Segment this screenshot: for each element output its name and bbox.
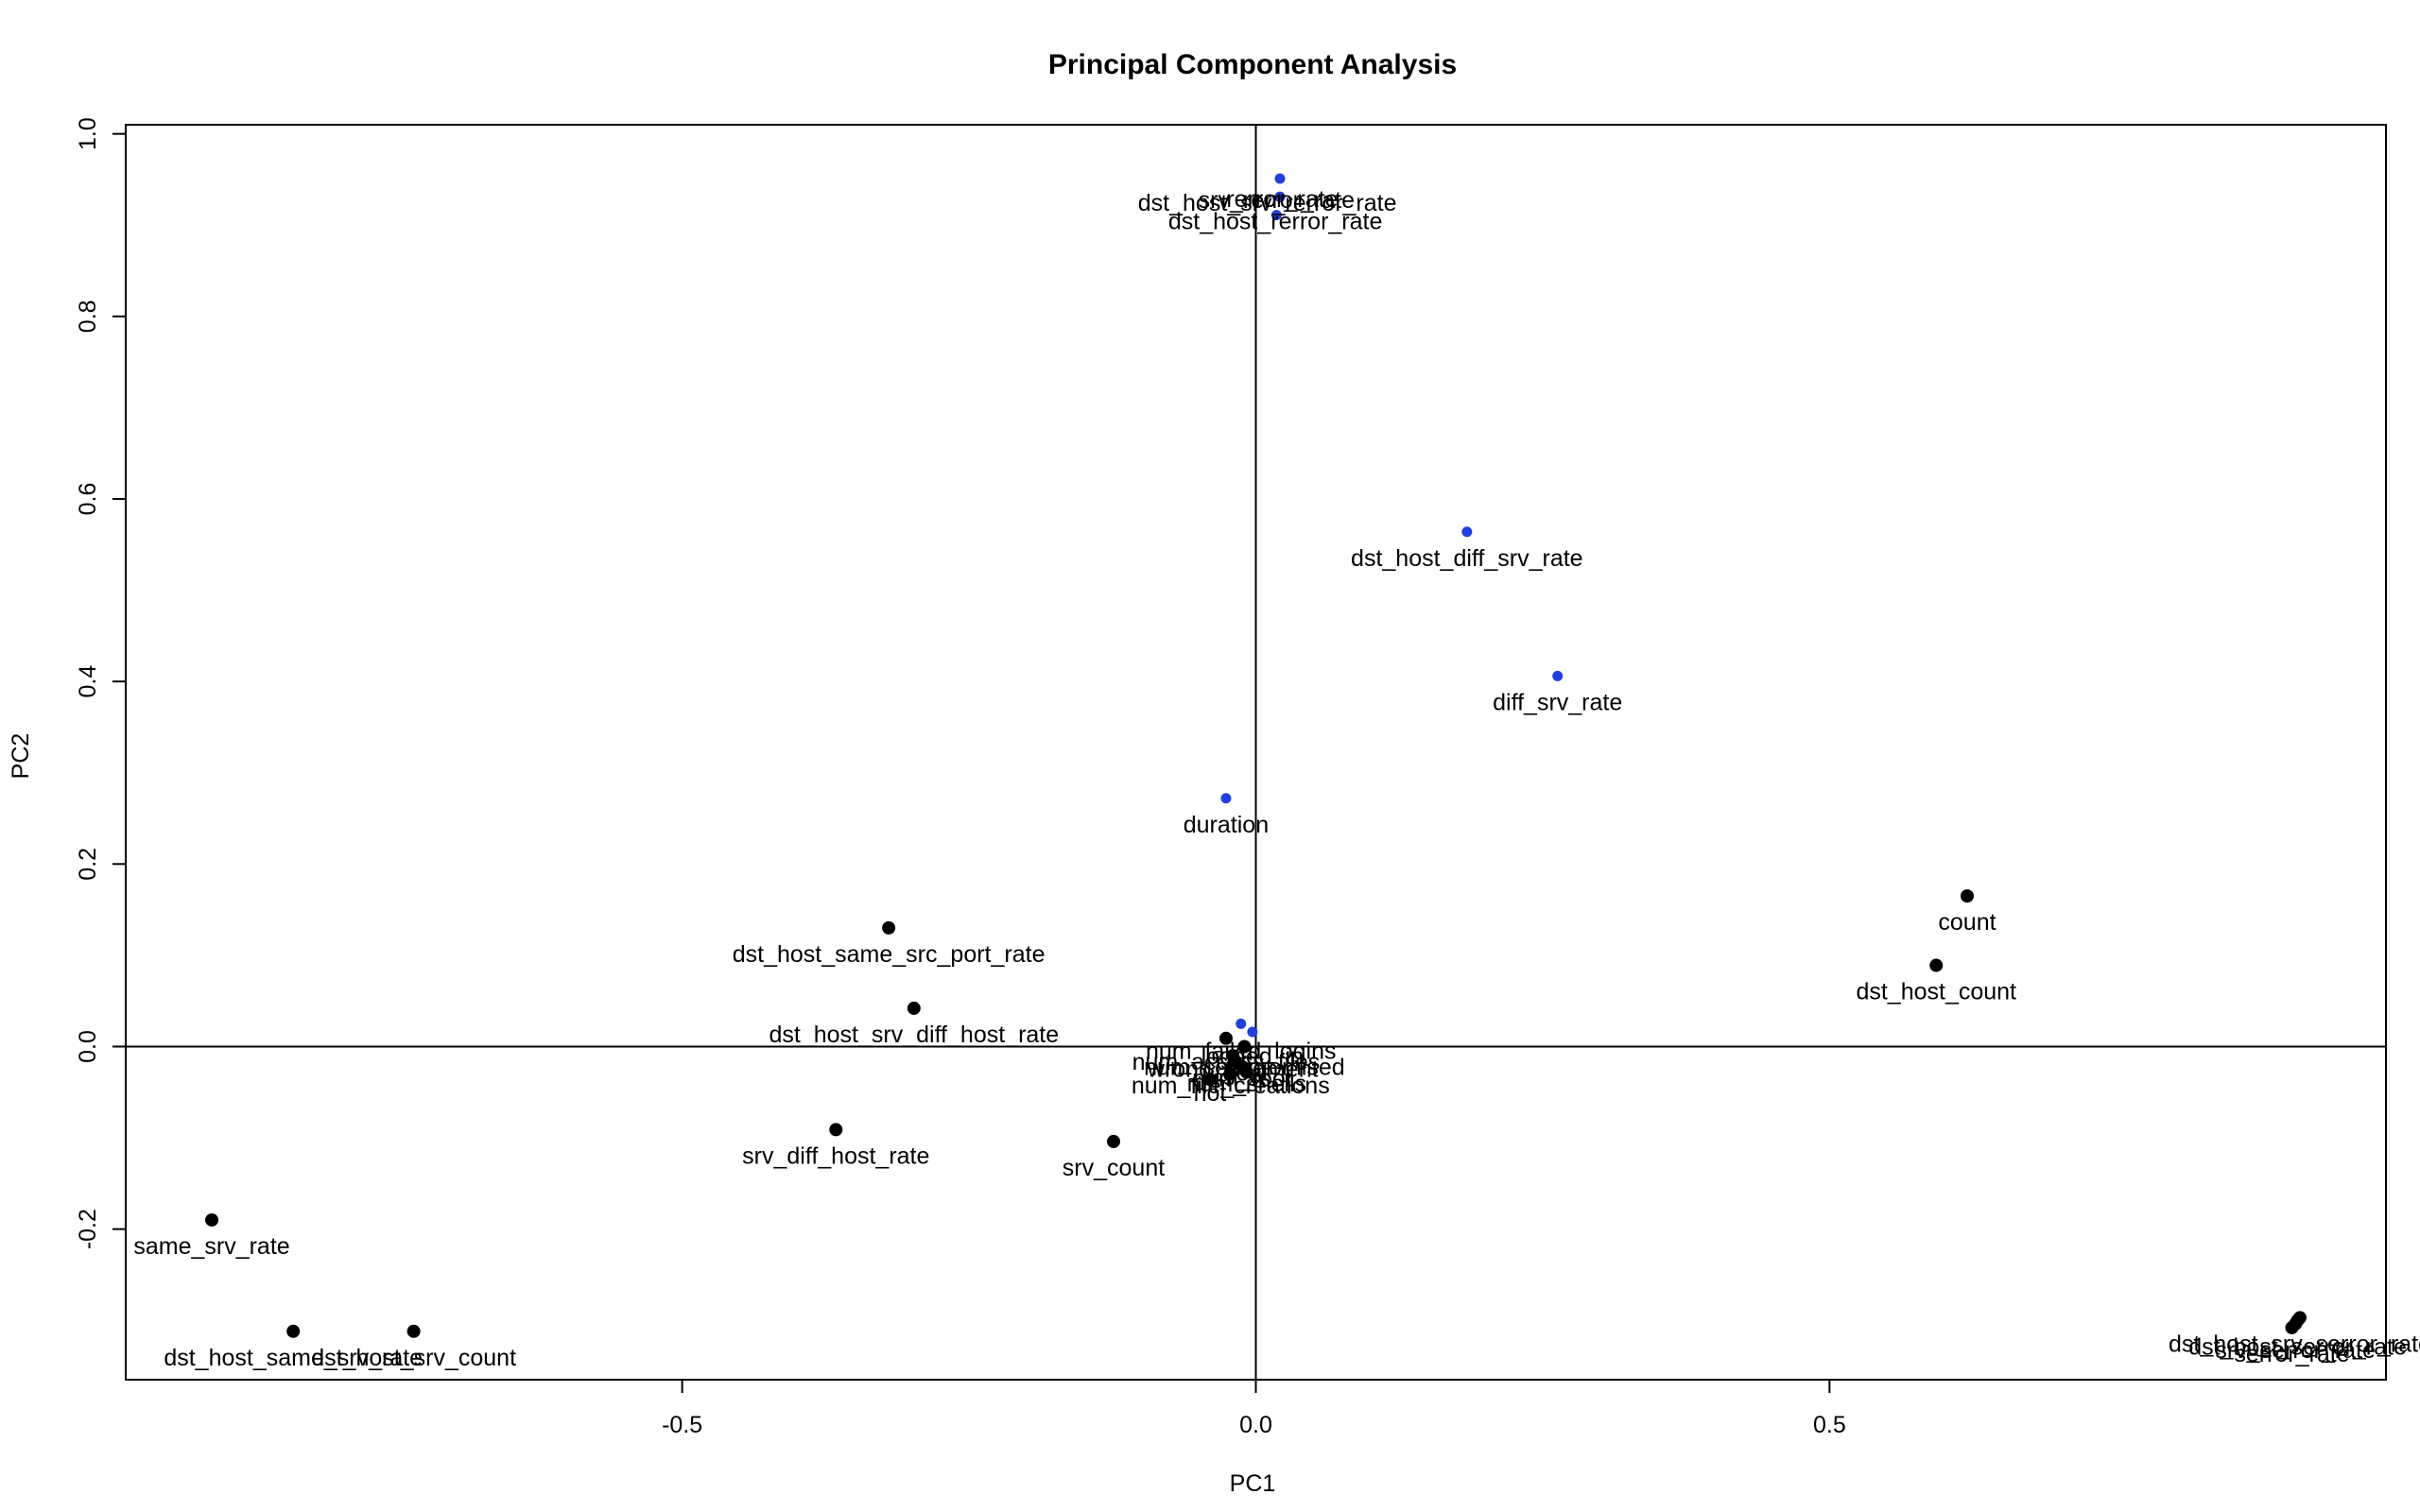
data-point [1107, 1134, 1121, 1148]
point-label: rerror_rate [1226, 186, 1338, 213]
point-label: num_shells [1187, 1071, 1306, 1097]
data-point [286, 1324, 301, 1338]
data-point [406, 1324, 421, 1338]
y-tick-label: 0.2 [75, 848, 101, 881]
y-tick-label: 0.6 [75, 483, 101, 516]
point-label: dst_host_same_src_port_rate [733, 941, 1046, 968]
point-label: same_srv_rate [133, 1233, 289, 1260]
y-tick-label: 1.0 [75, 117, 101, 150]
point-label: dst_host_srv_count [311, 1345, 516, 1371]
data-point [1929, 958, 1944, 972]
point-label: num_file_creations [1132, 1073, 1330, 1099]
x-tick-label: 0.5 [1813, 1412, 1846, 1438]
point-label: dst_host_diff_srv_rate [1351, 545, 1583, 572]
data-point [1219, 1031, 1233, 1045]
data-point [1270, 210, 1282, 221]
point-label: logged_in [1201, 1043, 1304, 1070]
point-label: serror_rate [2234, 1341, 2349, 1367]
x-tick-label: -0.5 [662, 1412, 702, 1438]
plot-frame [125, 124, 2387, 1381]
data-point [1461, 526, 1473, 538]
y-tick-label: -0.2 [75, 1209, 101, 1249]
axes: -0.5 0.0 0.5 -0.2 0.0 0.2 0.4 0.6 0.8 1.0 [75, 117, 1846, 1438]
point-label: count [1938, 909, 1996, 936]
y-tick-label: 0.8 [75, 300, 101, 333]
data-point [1237, 1040, 1252, 1054]
point-label: dst_host_serror_rate [2188, 1333, 2407, 1360]
point-label: hot [1194, 1080, 1227, 1107]
point-label: dst_host_rerror_rate [1168, 208, 1383, 234]
data-point [1236, 1018, 1247, 1029]
data-labels: dst_host_srv_rerror_ratesrv_rerror_rater… [133, 186, 2420, 1371]
data-points [205, 173, 2307, 1338]
data-point [1960, 889, 1974, 903]
point-label: num_access_files [1132, 1049, 1321, 1075]
point-label: urgent [1201, 1060, 1269, 1087]
data-point [1202, 1073, 1217, 1087]
point-label: srv_rerror_rate [1199, 187, 1355, 214]
data-point [829, 1123, 843, 1137]
data-point [1247, 1026, 1258, 1038]
point-label: num_failed_logins [1146, 1038, 1337, 1064]
data-point [205, 1212, 219, 1227]
point-label: dst_host_srv_rerror_rate [1138, 190, 1397, 216]
point-label: dst_host_same_srv_rate [164, 1345, 423, 1371]
data-point [882, 920, 896, 935]
data-point [2285, 1320, 2299, 1334]
reference-lines [126, 125, 2386, 1380]
point-label: dst_host_count [1856, 979, 2016, 1005]
point-label: dst_host_srv_diff_host_rate [769, 1022, 1059, 1048]
data-point [1239, 1065, 1253, 1079]
point-label: srv_serror_rate [2215, 1337, 2376, 1364]
point-label: dst_host_srv_serror_rate [2169, 1331, 2420, 1357]
data-point [1552, 670, 1564, 681]
point-label: srv_count [1063, 1155, 1165, 1181]
x-axis-label: PC1 [1230, 1470, 1276, 1497]
point-label: diff_srv_rate [1493, 689, 1622, 715]
y-axis-label: PC2 [8, 733, 34, 780]
point-label: wrong_fragment [1147, 1057, 1319, 1083]
y-tick-label: 0.0 [75, 1030, 101, 1063]
point-label: num_compromised [1144, 1055, 1345, 1081]
data-point [1220, 793, 1232, 804]
data-point [1274, 191, 1286, 202]
data-point [907, 1001, 921, 1015]
data-point [1223, 1067, 1237, 1081]
point-label: duration [1184, 812, 1269, 838]
chart-title: Principal Component Analysis [1048, 49, 1457, 80]
x-tick-label: 0.0 [1239, 1412, 1272, 1438]
y-tick-label: 0.4 [75, 665, 101, 698]
point-label: num_root [1192, 1065, 1292, 1091]
data-point [1274, 173, 1286, 184]
point-label: srv_diff_host_rate [742, 1143, 929, 1169]
